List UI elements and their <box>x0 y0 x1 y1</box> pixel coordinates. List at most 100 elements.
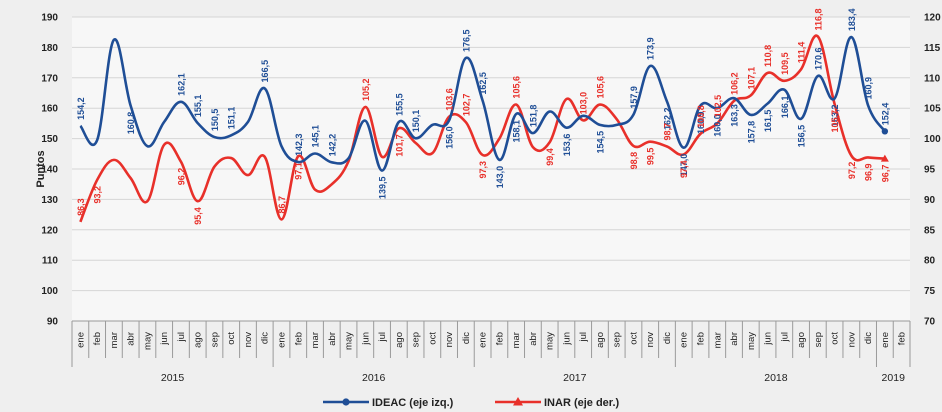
inar-data-label: 97,3 <box>478 161 488 179</box>
x-month-label: dic <box>260 332 271 344</box>
inar-data-label: 116,8 <box>813 8 823 30</box>
ideac-data-label: 152,4 <box>880 103 890 126</box>
inar-data-label: 105,6 <box>595 76 605 99</box>
inar-data-label: 101,7 <box>394 134 404 157</box>
ideac-data-label: 160,8 <box>126 112 136 135</box>
y-left-tick-label: 90 <box>47 317 59 328</box>
inar-data-label: 93,2 <box>93 186 103 204</box>
x-month-label: feb <box>897 332 908 345</box>
ideac-data-label: 170,6 <box>813 47 823 70</box>
inar-data-label: 96,2 <box>176 168 186 186</box>
x-year-label: 2018 <box>764 372 788 384</box>
x-month-label: ago <box>394 332 405 348</box>
ideac-data-label: 162,2 <box>662 108 672 131</box>
ideac-data-label: 157,8 <box>746 121 756 144</box>
ideac-data-label: 153,6 <box>562 134 572 157</box>
ideac-data-label: 155,5 <box>394 93 404 116</box>
inar-data-label: 106,2 <box>730 72 740 95</box>
x-month-label: may <box>545 332 556 350</box>
x-month-label: oct <box>830 332 841 345</box>
inar-data-label: 102,5 <box>713 95 723 118</box>
inar-data-label: 99,4 <box>545 148 555 166</box>
y-axis-title: Puntos <box>35 150 47 187</box>
inar-data-label: 107,1 <box>746 67 756 90</box>
x-month-label: sep <box>813 332 824 347</box>
inar-data-label: 97,1 <box>294 162 304 180</box>
ideac-data-label: 145,1 <box>311 125 321 148</box>
x-month-label: may <box>142 332 153 350</box>
inar-data-label: 86,3 <box>76 198 86 216</box>
x-month-label: ene <box>478 332 489 348</box>
ideac-data-label: 157,9 <box>629 86 639 109</box>
x-month-label: mar <box>310 332 321 348</box>
x-month-label: jul <box>377 332 388 343</box>
ideac-data-label: 147,0 <box>679 154 689 177</box>
x-month-label: nov <box>846 332 857 348</box>
ideac-data-label: 163,2 <box>830 104 840 127</box>
x-month-label: dic <box>461 332 472 344</box>
x-month-label: oct <box>427 332 438 345</box>
x-month-label: ene <box>880 332 891 348</box>
x-month-label: abr <box>528 332 539 346</box>
x-month-label: feb <box>293 332 304 345</box>
ideac-data-label: 163,3 <box>730 104 740 127</box>
x-month-label: dic <box>863 332 874 344</box>
series-line-ideac <box>79 35 886 172</box>
x-month-label: mar <box>511 332 522 348</box>
inar-data-label: 97,4 <box>679 160 689 178</box>
ideac-data-label: 139,5 <box>378 177 388 200</box>
inar-data-label: 100,8 <box>696 105 706 128</box>
y-right-tick-label: 105 <box>924 104 941 115</box>
legend-marker <box>513 397 523 406</box>
y-right-tick-label: 70 <box>924 317 936 328</box>
x-month-label: jun <box>360 332 371 346</box>
x-month-label: oct <box>226 332 237 345</box>
series-line-inar <box>79 34 885 223</box>
y-right-tick-label: 75 <box>924 286 936 297</box>
ideac-data-label: 160,9 <box>864 77 874 100</box>
x-year-label: 2015 <box>161 372 185 384</box>
x-month-label: jun <box>159 332 170 346</box>
ideac-data-label: 142,2 <box>327 134 337 157</box>
ideac-data-label: 151,8 <box>528 105 538 128</box>
ideac-data-label: 161,5 <box>763 110 773 133</box>
inar-data-label: 96,9 <box>864 163 874 181</box>
x-year-label: 2017 <box>563 372 587 384</box>
x-month-label: oct <box>628 332 639 345</box>
x-month-label: abr <box>729 332 740 346</box>
x-month-label: ene <box>75 332 86 348</box>
legend-label: IDEAC (eje izq.) <box>372 397 454 409</box>
inar-data-label: 110,8 <box>763 45 773 67</box>
y-left-tick-label: 180 <box>41 43 58 54</box>
x-month-label: jul <box>578 332 589 343</box>
x-month-label: jul <box>779 332 790 343</box>
ideac-data-label: 160,9 <box>696 111 706 134</box>
y-left-tick-label: 190 <box>41 13 58 24</box>
series-end-marker <box>880 154 889 162</box>
ideac-data-label: 162,1 <box>176 73 186 96</box>
x-month-label: mar <box>109 332 120 348</box>
y-left-tick-label: 170 <box>41 73 58 84</box>
ideac-data-label: 162,5 <box>478 72 488 95</box>
ideac-data-label: 143,0 <box>495 166 505 189</box>
x-month-label: feb <box>696 332 707 345</box>
y-left-tick-label: 130 <box>41 195 58 206</box>
x-month-label: may <box>344 332 355 350</box>
ideac-data-label: 150,5 <box>210 109 220 132</box>
x-month-label: dic <box>662 332 673 344</box>
x-year-label: 2019 <box>882 372 906 384</box>
inar-data-label: 109,5 <box>780 52 790 75</box>
y-right-tick-label: 90 <box>924 195 936 206</box>
ideac-data-label: 160,0 <box>713 114 723 137</box>
ideac-data-label: 142,3 <box>294 133 304 156</box>
inar-data-label: 103,6 <box>445 88 455 111</box>
inar-data-label: 98,8 <box>629 152 639 170</box>
x-month-label: nov <box>444 332 455 348</box>
x-month-label: sep <box>209 332 220 347</box>
ideac-data-label: 156,0 <box>445 126 455 149</box>
y-right-tick-label: 85 <box>924 225 936 236</box>
legend-marker <box>342 398 350 406</box>
inar-data-label: 103,0 <box>579 92 589 115</box>
x-month-label: jul <box>176 332 187 343</box>
x-month-label: feb <box>92 332 103 345</box>
